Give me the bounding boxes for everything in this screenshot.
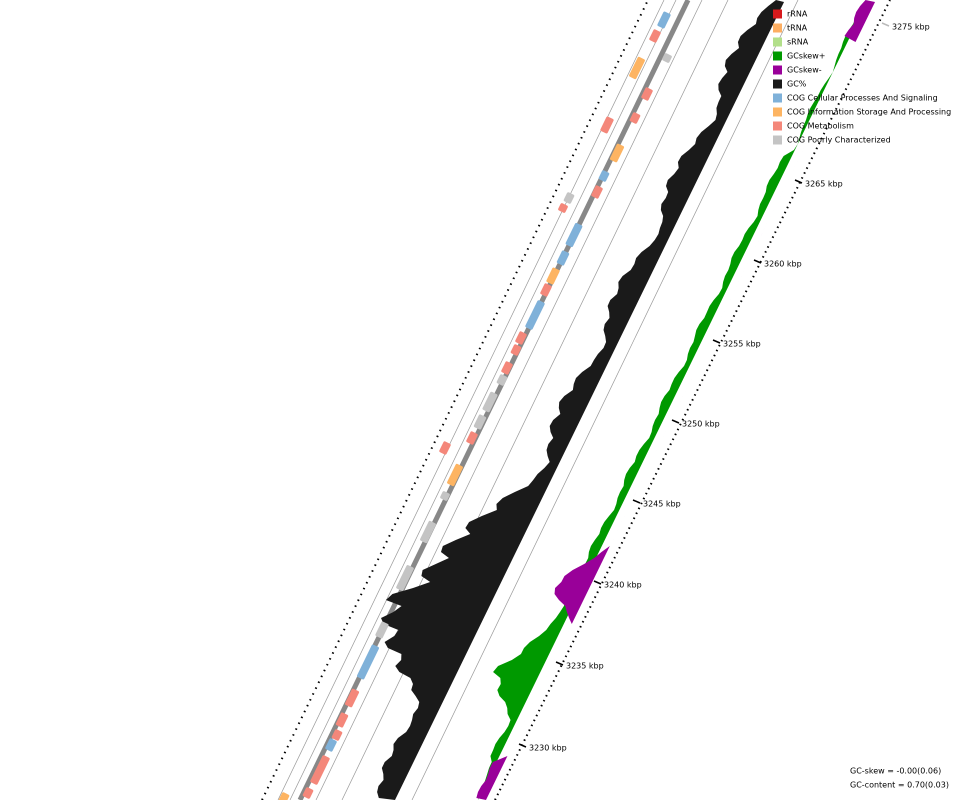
gene — [565, 222, 583, 248]
legend-label: GCskew+ — [787, 52, 825, 61]
gene — [657, 11, 671, 29]
gene — [325, 738, 337, 752]
gene — [501, 361, 513, 375]
gene — [310, 755, 330, 785]
scale-label: 3235 kbp — [566, 662, 604, 671]
scale-label: 3265 kbp — [805, 180, 843, 189]
gene — [439, 441, 451, 455]
gene — [447, 463, 463, 487]
scale-line — [494, 0, 891, 800]
scale-tick — [881, 22, 890, 27]
scale-label: 3250 kbp — [682, 420, 720, 429]
gene — [629, 112, 641, 124]
legend-swatch — [773, 37, 782, 47]
gene — [473, 414, 487, 430]
legend-label: sRNA — [787, 38, 809, 47]
gene — [482, 391, 498, 413]
legend-label: COG Cellular Processes And Signaling — [787, 94, 938, 103]
legend-label: COG Metabolism — [787, 122, 854, 131]
legend-label: COG Information Storage And Processing — [787, 108, 951, 117]
legend-swatch — [773, 23, 782, 33]
gene — [302, 787, 314, 799]
scale-label: 3275 kbp — [892, 23, 930, 32]
gene — [558, 203, 568, 213]
gene — [331, 729, 343, 741]
gene — [556, 250, 570, 266]
gene — [641, 87, 653, 101]
outer-ticks — [261, 0, 649, 800]
scale-tick — [753, 259, 762, 264]
track-line — [289, 0, 677, 800]
gene — [515, 331, 527, 345]
gene — [344, 688, 360, 708]
gene — [662, 53, 672, 63]
legend-swatch — [773, 79, 782, 89]
scale-label: 3245 kbp — [643, 500, 681, 509]
gene — [375, 621, 389, 639]
scale-tick — [632, 499, 641, 504]
legend-swatch — [773, 135, 782, 145]
gene — [496, 374, 508, 386]
legend-label: GCskew- — [787, 66, 822, 75]
gene — [563, 192, 575, 204]
scale-label: 3240 kbp — [604, 581, 642, 590]
gene — [525, 300, 545, 330]
legend-label: tRNA — [787, 24, 808, 33]
gene — [466, 431, 478, 445]
scale-tick — [671, 419, 680, 424]
gene — [440, 491, 450, 501]
gc-skew-neg — [476, 0, 876, 800]
gene — [357, 644, 379, 680]
legend-swatch — [773, 51, 782, 61]
scale: 3230 kbp 3235 kbp 3240 kbp 3245 kbp 3250 kbp… — [518, 22, 930, 753]
track-line — [315, 0, 703, 800]
legend-label: rRNA — [787, 10, 808, 19]
legend-swatch — [773, 93, 782, 103]
scale-label: 3260 kbp — [764, 260, 802, 269]
track-line — [277, 0, 665, 800]
scale-label: 3230 kbp — [529, 744, 567, 753]
gene — [591, 185, 603, 199]
gc-content-stat: GC-content = 0.70(0.03) — [850, 781, 949, 790]
gene — [420, 520, 436, 544]
scale-tick — [593, 580, 602, 585]
gc-track — [377, 0, 876, 800]
legend-label: COG Poorly Characterized — [787, 136, 891, 145]
legend-swatch — [773, 9, 782, 19]
gc-skew-pos — [478, 0, 868, 800]
gene — [278, 792, 290, 800]
scale-label: 3255 kbp — [723, 340, 761, 349]
gene — [609, 143, 625, 163]
gene — [546, 267, 560, 285]
legend-swatch — [773, 121, 782, 131]
legend-swatch — [773, 107, 782, 117]
gc-skew-stat: GC-skew = -0.00(0.06) — [850, 767, 941, 776]
gene — [510, 344, 522, 356]
scale-tick — [712, 339, 721, 344]
scale-tick — [794, 179, 803, 184]
genes — [278, 11, 672, 800]
legend-swatch — [773, 65, 782, 75]
gc-content — [377, 0, 785, 800]
gene — [540, 283, 552, 297]
gene — [335, 712, 349, 728]
track-line — [411, 0, 799, 800]
gene — [598, 170, 610, 182]
legend-label: GC% — [787, 80, 807, 89]
gene — [600, 116, 614, 134]
scale-tick — [518, 743, 527, 748]
gene — [396, 565, 414, 591]
gene — [649, 29, 661, 43]
scale-tick — [555, 661, 564, 666]
gene — [629, 56, 645, 80]
legend: rRNA tRNA sRNA GCskew+ GCskew- GC% COG Cellula… — [773, 9, 951, 145]
